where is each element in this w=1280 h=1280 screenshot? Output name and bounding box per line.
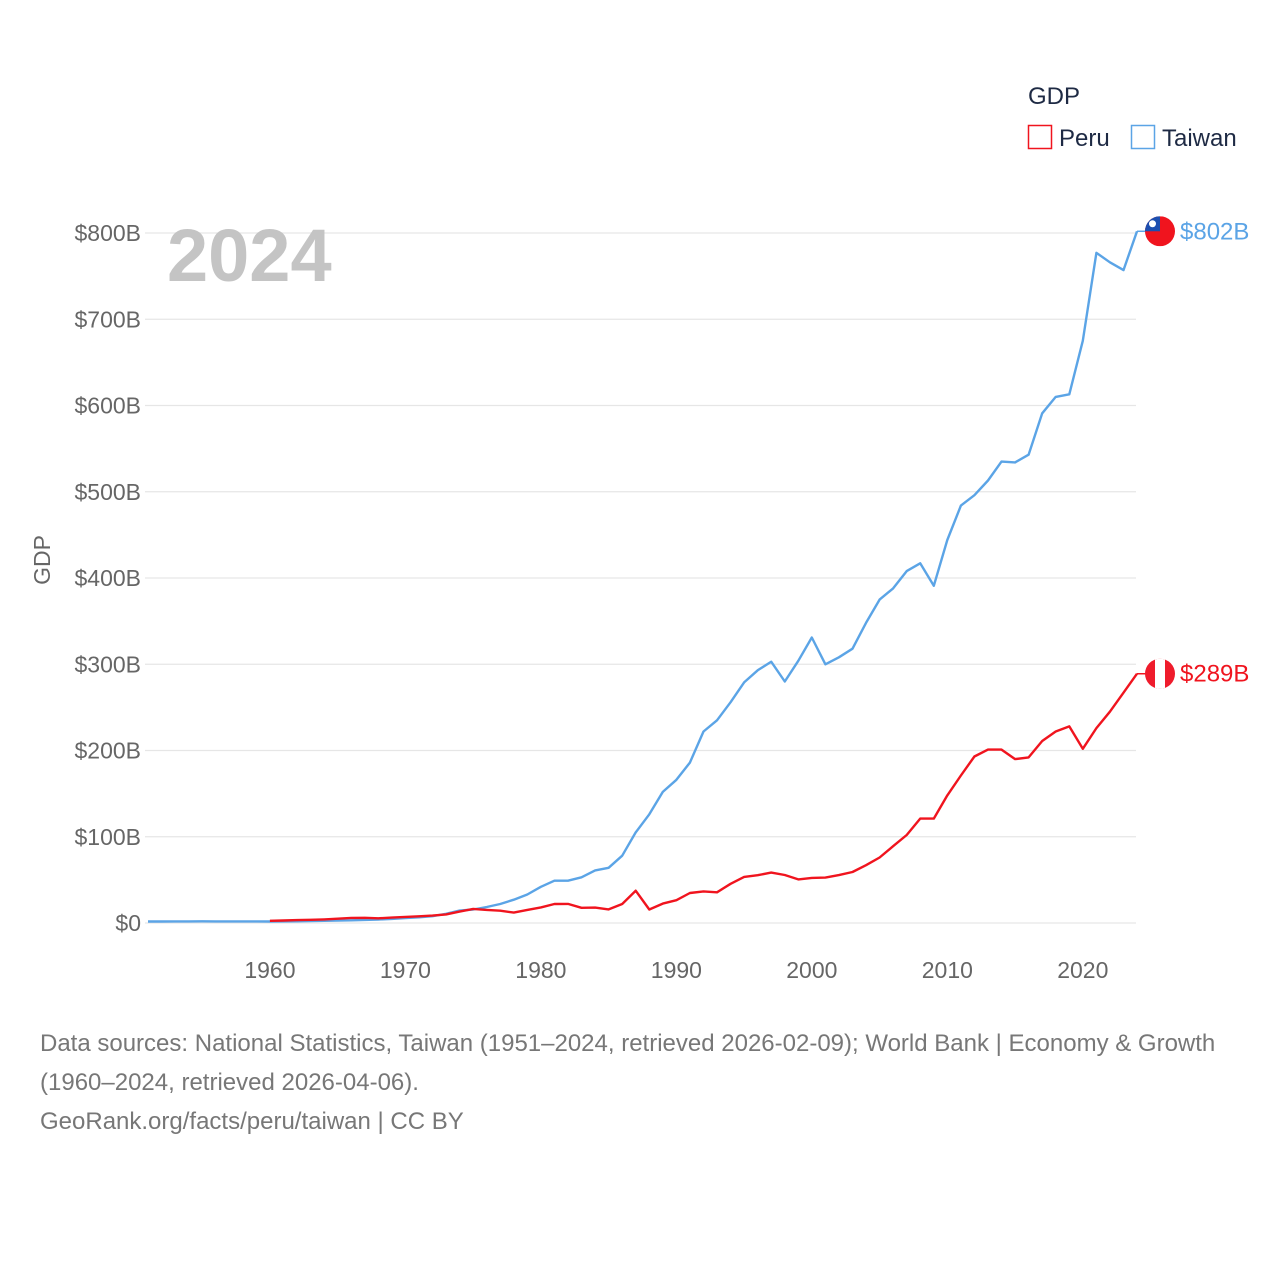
legend: GDP Peru Taiwan <box>1027 83 1237 152</box>
legend-swatch-taiwan <box>1130 124 1156 150</box>
end-value-label-taiwan: $802B <box>1180 218 1249 245</box>
y-tick-label: $600B <box>74 393 141 419</box>
legend-label-taiwan: Taiwan <box>1162 125 1237 152</box>
y-tick-label: $100B <box>74 824 141 850</box>
x-tick-label: 1980 <box>515 957 566 983</box>
chart-footer: Data sources: National Statistics, Taiwa… <box>40 1024 1240 1141</box>
x-tick-label: 2000 <box>786 957 837 983</box>
series-lines <box>148 230 1139 923</box>
legend-label-peru: Peru <box>1059 125 1110 152</box>
y-tick-label: $700B <box>74 306 141 332</box>
taiwan-flag-icon <box>1145 216 1175 247</box>
y-tick-label: $500B <box>74 479 141 505</box>
gdp-line-chart: $0 $100B $200B $300B $400B $500B $600B $700B $80… <box>29 83 1249 983</box>
y-tick-label: $800B <box>74 220 141 246</box>
x-tick-label: 2010 <box>922 957 973 983</box>
series-line-taiwan <box>148 230 1139 923</box>
end-value-label-peru: $289B <box>1180 661 1249 688</box>
series-end-markers: $802B $289B <box>1137 216 1249 689</box>
data-sources-note: Data sources: National Statistics, Taiwa… <box>40 1030 1216 1096</box>
attribution-link[interactable]: GeoRank.org/facts/peru/taiwan | CC BY <box>40 1108 464 1135</box>
legend-item-peru[interactable]: Peru <box>1027 124 1110 152</box>
gridlines <box>145 232 1136 924</box>
legend-swatch-peru <box>1027 124 1053 150</box>
y-tick-label: $0 <box>115 910 141 936</box>
peru-flag-icon <box>1145 658 1175 689</box>
y-axis-ticks: $0 $100B $200B $300B $400B $500B $600B $700B $80… <box>74 220 141 936</box>
x-tick-label: 1970 <box>380 957 431 983</box>
y-tick-label: $300B <box>74 651 141 677</box>
legend-item-taiwan[interactable]: Taiwan <box>1130 124 1237 152</box>
y-axis-label: GDP <box>29 535 55 585</box>
series-line-peru <box>269 673 1138 922</box>
x-tick-label: 1990 <box>651 957 702 983</box>
x-axis-ticks: 1960 1970 1980 1990 2000 2010 2020 <box>244 957 1108 983</box>
x-tick-label: 2020 <box>1057 957 1108 983</box>
current-year-label: 2024 <box>167 214 332 297</box>
y-tick-label: $400B <box>74 565 141 591</box>
legend-title: GDP <box>1028 83 1080 110</box>
x-tick-label: 1960 <box>244 957 295 983</box>
y-tick-label: $200B <box>74 738 141 764</box>
